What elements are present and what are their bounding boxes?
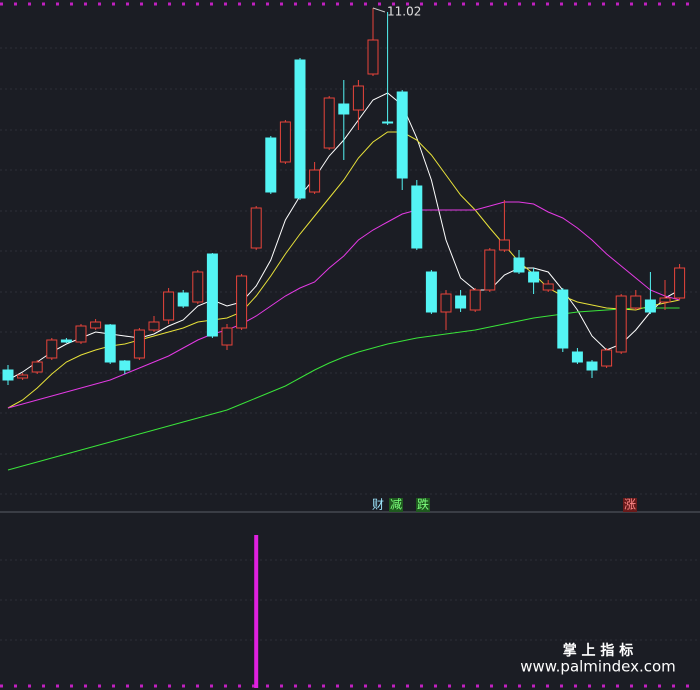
candle-body bbox=[411, 185, 423, 249]
candle-body bbox=[630, 295, 642, 309]
candle-body bbox=[586, 361, 598, 371]
candle-body bbox=[163, 291, 175, 321]
candle-body bbox=[265, 137, 277, 193]
annotation-label: 11.02 bbox=[387, 5, 421, 19]
signal-badge bbox=[389, 498, 403, 512]
candle-body bbox=[528, 271, 540, 283]
candle-body bbox=[104, 324, 116, 363]
candle-body bbox=[17, 374, 29, 379]
candle-body bbox=[46, 339, 58, 359]
candle-body bbox=[425, 271, 437, 313]
candle-body bbox=[396, 91, 408, 179]
candle-body bbox=[323, 97, 335, 149]
candle-body bbox=[498, 239, 510, 251]
indicator-bar bbox=[254, 535, 259, 688]
candle-body bbox=[484, 249, 496, 291]
signal-badge bbox=[416, 498, 430, 512]
candle-body bbox=[221, 327, 233, 346]
candle-body bbox=[60, 339, 72, 343]
candle-body bbox=[309, 169, 321, 193]
annotation-arrow bbox=[372, 7, 386, 13]
candle-body bbox=[133, 329, 145, 359]
candle-body bbox=[90, 321, 102, 329]
signal-label: 涨 bbox=[624, 497, 636, 512]
candle-body bbox=[2, 369, 14, 381]
candle-body bbox=[674, 267, 686, 299]
candle-body bbox=[119, 360, 131, 371]
signal-label: 财 bbox=[372, 498, 384, 512]
watermark-title: 掌 上 指 标 bbox=[563, 642, 634, 659]
signal-label: 跌 bbox=[417, 497, 429, 512]
candle-body bbox=[148, 321, 160, 331]
candle-body bbox=[31, 361, 43, 373]
candles bbox=[2, 8, 686, 385]
candle-body bbox=[192, 271, 204, 303]
watermark-url: www.palmindex.com bbox=[520, 658, 676, 676]
candle-body bbox=[571, 351, 583, 363]
signal-label: 减 bbox=[390, 498, 402, 512]
candle-body bbox=[513, 257, 525, 273]
candle-body bbox=[177, 292, 189, 307]
candle-body bbox=[294, 59, 306, 199]
candle-body bbox=[440, 293, 452, 313]
candle-body bbox=[206, 253, 218, 337]
candle-body bbox=[659, 297, 671, 303]
candle-body bbox=[542, 283, 554, 291]
candle-body bbox=[644, 299, 656, 313]
candle-body bbox=[382, 121, 394, 124]
candle-body bbox=[601, 349, 613, 367]
candle-body bbox=[250, 207, 262, 249]
candle-body bbox=[338, 103, 350, 115]
candle-body bbox=[352, 85, 364, 111]
candle-body bbox=[367, 39, 379, 75]
candle-body bbox=[469, 289, 481, 311]
candle-body bbox=[557, 289, 569, 349]
candle-body bbox=[236, 275, 248, 329]
candle-body bbox=[615, 295, 627, 353]
candle-body bbox=[455, 295, 467, 309]
candle-body bbox=[279, 121, 291, 163]
ma-line bbox=[7, 201, 680, 409]
candle-body bbox=[75, 325, 87, 343]
signal-badge bbox=[623, 498, 637, 512]
